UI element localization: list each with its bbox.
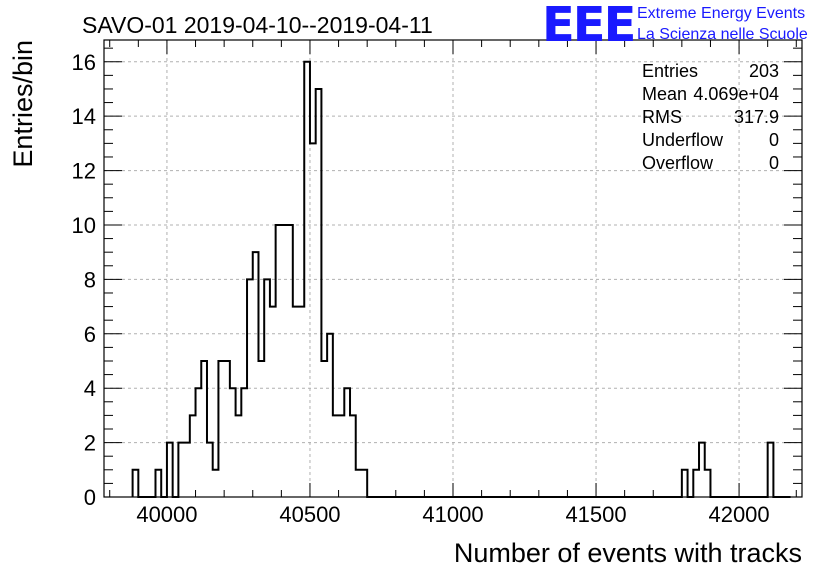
logo-line-2: La Scienza nelle Scuole [637, 26, 808, 43]
y-axis-title: Entries/bin [8, 40, 38, 168]
chart-title: SAVO-01 2019-04-10--2019-04-11 [82, 12, 433, 38]
stats-value: 0 [769, 153, 779, 173]
y-tick-label: 10 [72, 213, 96, 238]
stats-value: 4.069e+04 [693, 84, 779, 104]
y-tick-label: 14 [72, 104, 96, 129]
x-tick-label: 40000 [136, 502, 197, 527]
stats-box: Entries 203 Mean 4.069e+04 RMS 317.9 Underflow… [642, 61, 779, 173]
y-tick-label: 2 [84, 431, 96, 456]
logo-mark: EEE [542, 0, 634, 53]
eee-logo: EEE Extreme Energy Events La Scienza nel… [542, 0, 808, 53]
y-tick-label: 8 [84, 267, 96, 292]
stats-label: Overflow [642, 153, 714, 173]
x-tick-label: 40500 [279, 502, 340, 527]
stats-label: Underflow [642, 130, 724, 150]
y-tick-label: 4 [84, 376, 96, 401]
stats-value: 203 [749, 61, 779, 81]
stats-label: Entries [642, 61, 698, 81]
y-tick-label: 6 [84, 322, 96, 347]
x-axis-title: Number of events with tracks [454, 538, 802, 568]
y-tick-label: 0 [84, 485, 96, 510]
grid-lines [104, 40, 802, 497]
stats-value: 0 [769, 130, 779, 150]
y-tick-label: 16 [72, 50, 96, 75]
y-tick-labels: 0 2 4 6 8 10 12 14 16 [72, 50, 96, 510]
stats-label: Mean [642, 84, 687, 104]
x-tick-label: 41000 [422, 502, 483, 527]
stats-label: RMS [642, 107, 682, 127]
logo-line-1: Extreme Energy Events [637, 5, 805, 22]
x-tick-labels: 40000 40500 41000 41500 42000 [136, 502, 769, 527]
axes [103, 39, 803, 498]
stats-value: 317.9 [734, 107, 779, 127]
x-tick-label: 41500 [565, 502, 626, 527]
x-tick-label: 42000 [708, 502, 769, 527]
y-tick-label: 12 [72, 159, 96, 184]
